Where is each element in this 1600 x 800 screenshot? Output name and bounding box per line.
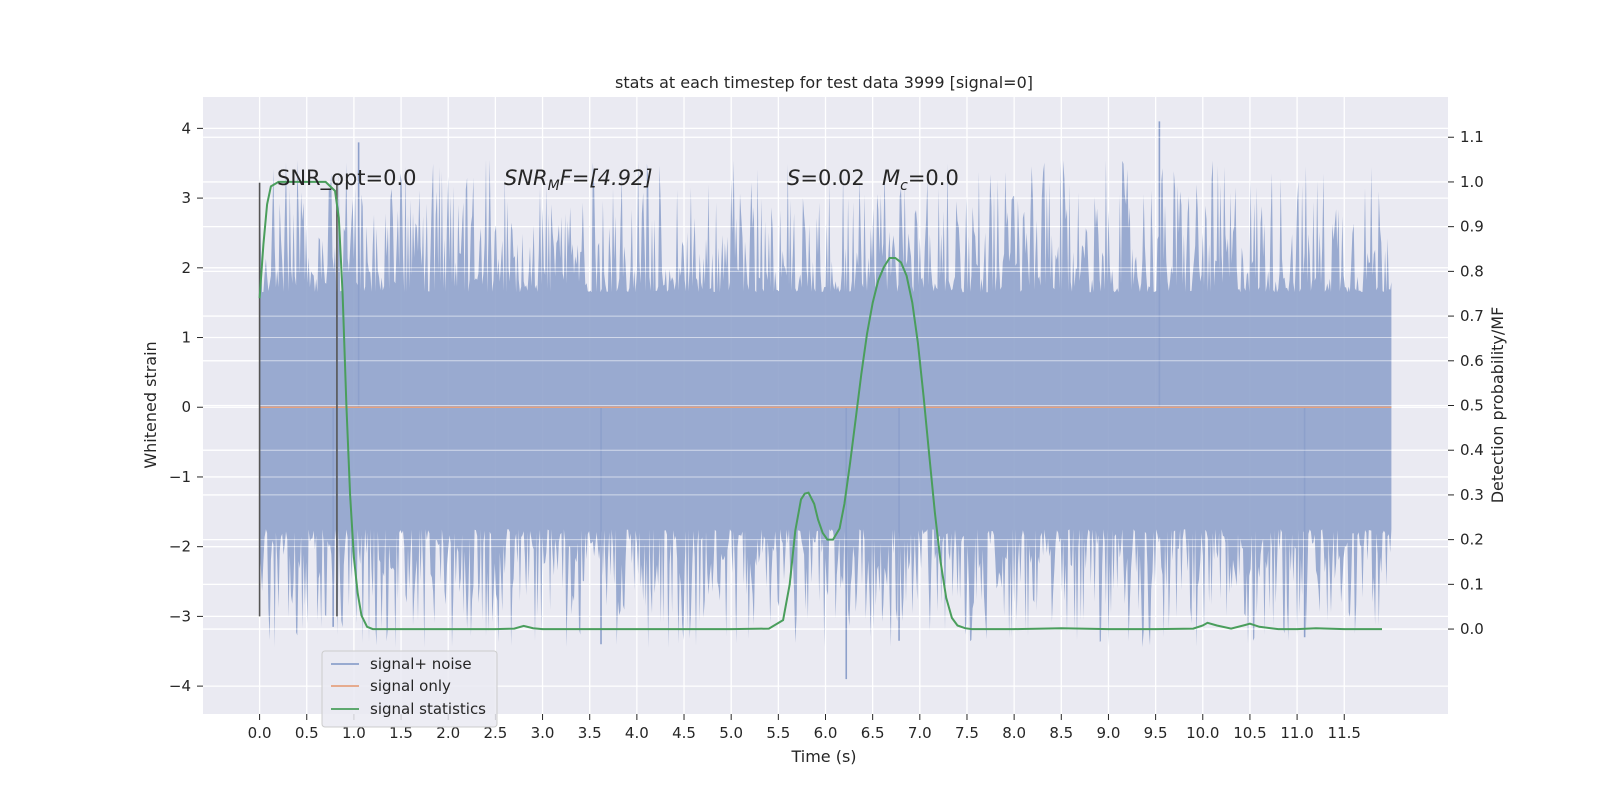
- s-variable: S: [787, 166, 800, 190]
- signal-noise-series: [259, 159, 1392, 648]
- y-right-tick-label: 0.5: [1460, 397, 1484, 415]
- x-tick-label: 2.0: [436, 724, 460, 742]
- x-tick-label: 3.5: [578, 724, 602, 742]
- x-tick-label: 8.5: [1049, 724, 1073, 742]
- y-right-tick-label: 0.0: [1460, 620, 1484, 638]
- y-right-tick-label: 0.6: [1460, 352, 1484, 370]
- window-markers: [258, 182, 338, 617]
- signal-noise-spikes: [332, 121, 1306, 680]
- y-right-tick-label: 0.7: [1460, 307, 1484, 325]
- s-value: =0.02: [800, 166, 864, 190]
- y-left-tick-label: 2: [181, 259, 191, 277]
- y-left-tick-label: 4: [181, 119, 191, 137]
- y-right-axis-label: Detection probability/MF: [1488, 307, 1507, 504]
- y-right-tick-label: 0.4: [1460, 441, 1484, 459]
- x-tick-label: 0.5: [295, 724, 319, 742]
- x-tick-label: 3.0: [531, 724, 555, 742]
- y-right-tick-label: 1.1: [1460, 128, 1484, 146]
- legend: signal+ noise signal only signal statist…: [321, 650, 498, 728]
- x-tick-label: 5.5: [766, 724, 790, 742]
- mc-annotation: Mc=0.0: [882, 166, 959, 194]
- snr-opt-annotation: SNR_opt=0.0: [277, 166, 417, 191]
- x-tick-label: 4.5: [672, 724, 696, 742]
- x-tick-label: 1.0: [342, 724, 366, 742]
- mc-subscript: c: [900, 178, 908, 194]
- y-right-tick-label: 0.3: [1460, 486, 1484, 504]
- y-right-tick-label: 0.8: [1460, 262, 1484, 280]
- y-right-tick-label: 0.9: [1460, 218, 1484, 236]
- y-right-tick-label: 0.2: [1460, 531, 1484, 549]
- s-annotation: S=0.02: [787, 166, 865, 190]
- y-left-tick-label: 1: [181, 329, 191, 347]
- y-left-tick-label: −2: [169, 538, 191, 556]
- x-tick-label: 5.0: [719, 724, 743, 742]
- legend-box: [321, 650, 498, 728]
- x-tick-label: 0.0: [248, 724, 272, 742]
- legend-label-signal-noise: signal+ noise: [370, 655, 472, 673]
- y-left-axis-ticks: −4 −3 −2 −1 0 1 2 3 4: [169, 119, 203, 695]
- legend-label-signal-statistics: signal statistics: [370, 700, 486, 718]
- x-tick-label: 9.5: [1144, 724, 1168, 742]
- mc-variable: M: [882, 166, 900, 190]
- signal-statistics-series: [258, 180, 1382, 631]
- y-left-axis-label: Whitened strain: [141, 341, 160, 468]
- y-left-tick-label: 3: [181, 189, 191, 207]
- x-tick-label: 10.5: [1233, 724, 1266, 742]
- x-tick-label: 7.5: [955, 724, 979, 742]
- snr-mf-subscript: M: [548, 178, 560, 194]
- x-axis-label: Time (s): [790, 747, 856, 766]
- x-axis-ticks: 0.0 0.5 1.0 1.5 2.0 2.5 3.0 3.5 4.0 4.5 5.0 5.5 6.0 6…: [248, 714, 1361, 742]
- y-left-tick-label: 0: [181, 398, 191, 416]
- x-tick-label: 6.0: [814, 724, 838, 742]
- x-tick-label: 10.0: [1186, 724, 1219, 742]
- x-tick-label: 7.0: [908, 724, 932, 742]
- mc-value: =0.0: [908, 166, 959, 190]
- x-tick-label: 6.5: [861, 724, 885, 742]
- chart-title: stats at each timestep for test data 399…: [615, 73, 1033, 92]
- x-tick-label: 9.0: [1097, 724, 1121, 742]
- legend-label-signal-only: signal only: [370, 677, 451, 695]
- x-tick-label: 11.5: [1328, 724, 1361, 742]
- snr-mf-variable: SNR: [504, 166, 548, 190]
- snr-mf-value: F=[4.92]: [560, 166, 653, 190]
- x-tick-label: 2.5: [483, 724, 507, 742]
- snr-mf-annotation: SNRMF=[4.92]: [504, 166, 653, 194]
- y-left-tick-label: −4: [169, 677, 191, 695]
- y-right-tick-label: 1.0: [1460, 173, 1484, 191]
- y-right-tick-label: 0.1: [1460, 575, 1484, 593]
- x-tick-label: 4.0: [625, 724, 649, 742]
- x-tick-label: 1.5: [389, 724, 413, 742]
- x-tick-label: 11.0: [1280, 724, 1313, 742]
- y-right-axis-ticks: 0.0 0.1 0.2 0.3 0.4 0.5 0.6 0.7 0.8 0.9 1.0 1.1: [1448, 128, 1484, 638]
- y-left-tick-label: −1: [169, 468, 191, 486]
- y-left-tick-label: −3: [169, 607, 191, 625]
- x-tick-label: 8.0: [1002, 724, 1026, 742]
